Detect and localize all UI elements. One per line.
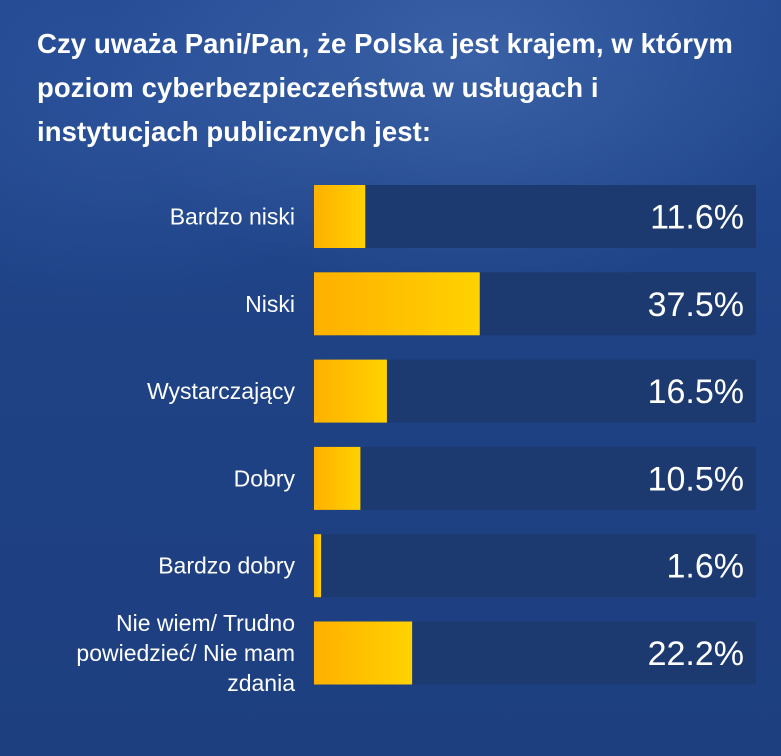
- category-label-line: Dobry: [234, 465, 296, 491]
- category-label-line: Bardzo niski: [170, 204, 295, 230]
- bar-track: [314, 185, 756, 248]
- category-label-line: Bardzo dobry: [158, 553, 295, 579]
- bar: [314, 185, 366, 248]
- value-label: 16.5%: [648, 373, 744, 411]
- chart-title: Czy uważa Pani/Pan, że Polska jest kraje…: [37, 28, 733, 147]
- bar: [314, 534, 322, 598]
- category-label: Niski: [245, 291, 295, 317]
- bar-track: [314, 534, 756, 598]
- bars-group: 11.6% Bardzo niski 37.5% Niski 16.5% Wystarcz…: [76, 185, 756, 696]
- value-label: 37.5%: [648, 286, 744, 324]
- bar: [314, 621, 413, 685]
- category-label-line: Nie wiem/ Trudno: [116, 610, 295, 636]
- bar-track: [314, 359, 756, 423]
- category-label: Nie wiem/ Trudno powiedzieć/ Nie mam zdani…: [76, 610, 295, 696]
- category-label: Dobry: [234, 465, 296, 491]
- value-label: 11.6%: [650, 199, 744, 237]
- category-label-line: Niski: [245, 291, 295, 317]
- bar-track: [314, 446, 756, 510]
- category-label: Bardzo niski: [170, 204, 295, 230]
- bar: [314, 272, 480, 336]
- bar: [314, 359, 387, 423]
- value-label: 1.6%: [667, 548, 745, 586]
- category-label-line: zdania: [227, 670, 295, 696]
- category-label-line: powiedzieć/ Nie mam: [76, 640, 295, 666]
- category-label: Bardzo dobry: [158, 553, 295, 579]
- category-label: Wystarczający: [147, 378, 296, 404]
- value-label: 22.2%: [648, 635, 744, 673]
- bar: [314, 446, 361, 510]
- value-label: 10.5%: [648, 460, 744, 498]
- category-label-line: Wystarczający: [147, 378, 296, 404]
